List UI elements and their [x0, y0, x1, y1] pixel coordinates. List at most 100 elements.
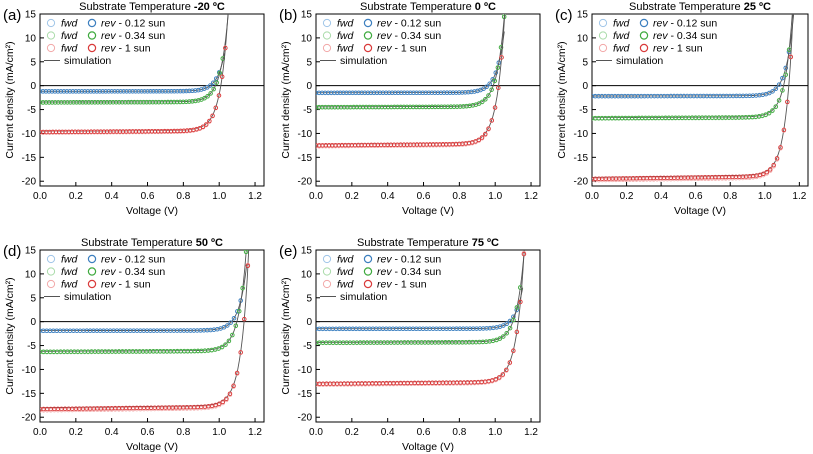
rev-data-point	[417, 104, 422, 110]
rev-data-point	[250, 178, 254, 182]
rev-data-point	[46, 100, 52, 105]
rev-data-point	[778, 145, 783, 150]
y-tick-label: -5	[579, 105, 588, 116]
rev-data-point	[168, 99, 174, 105]
rev-data-point	[492, 78, 498, 84]
rev-data-point	[223, 45, 228, 51]
y-tick-label: 10	[25, 33, 37, 44]
plot-frame	[315, 249, 541, 423]
rev-data-point	[100, 89, 105, 94]
rev-data-point	[187, 99, 192, 104]
rev-data-point	[217, 70, 222, 76]
rev-data-point	[225, 323, 230, 328]
rev-data-point	[451, 104, 457, 109]
y-tick-label: -20	[298, 413, 313, 424]
y-tick-label: 0	[306, 317, 312, 328]
x-tick-label: 0.4	[654, 191, 668, 202]
y-tick-label: 5	[582, 57, 588, 68]
rev-data-point	[414, 90, 419, 95]
legend-fwd-marker	[322, 279, 332, 289]
rev-data-point	[438, 90, 444, 95]
rev-data-point	[231, 315, 237, 321]
rev-data-point	[365, 90, 371, 96]
legend-rev-label: rev - 0.34 sun	[377, 266, 441, 278]
y-tick-label: 0	[30, 317, 36, 328]
legend-rev-label: rev - 0.34 sun	[101, 30, 165, 42]
legend-rev-label: rev - 1 sun	[377, 43, 427, 55]
panel-letter: (e)	[279, 243, 297, 260]
rev-data-point	[187, 88, 192, 94]
rev-data-point	[507, 325, 513, 331]
x-tick-label: 0.8	[723, 191, 737, 202]
rev-data-point	[227, 3, 231, 7]
title-temperature: 25 ºC	[744, 1, 771, 13]
rev-data-point	[432, 104, 438, 110]
legend-sun-text: - 0.12 sun	[668, 18, 718, 30]
rev-data-point	[211, 86, 216, 92]
rev-data-point	[407, 104, 413, 110]
rev-data-point	[487, 81, 492, 87]
panel-title: Substrate Temperature 25 ºC	[629, 1, 771, 13]
panel-letter: (d)	[3, 243, 21, 260]
legend-simulation-label: simulation	[616, 55, 663, 67]
rev-data-point	[489, 87, 494, 92]
y-tick-label: 10	[25, 269, 37, 280]
x-tick-label: 1.2	[524, 191, 538, 202]
rev-data-point	[328, 90, 334, 96]
rev-data-point	[220, 399, 226, 405]
rev-data-point	[332, 90, 337, 96]
rev-data-point	[362, 90, 367, 96]
rev-data-point	[61, 89, 67, 94]
rev-data-point	[788, 54, 794, 60]
rev-data-point	[253, 40, 257, 44]
rev-data-point	[386, 90, 392, 96]
legend-rev-label: rev - 0.12 sun	[377, 254, 441, 266]
rev-data-point	[124, 89, 129, 94]
rev-data-point	[411, 90, 416, 95]
fwd-data-point	[250, 176, 254, 180]
rev-data-point	[142, 89, 147, 94]
legend-rev-word: rev	[377, 266, 392, 278]
rev-data-point	[454, 104, 460, 109]
rev-data-point	[129, 99, 134, 105]
rev-data-point	[486, 126, 491, 131]
x-axis-label: Voltage (V)	[674, 205, 726, 217]
rev-data-point	[76, 89, 82, 94]
rev-data-point	[56, 100, 61, 105]
legend-sun-text: - 1 sun	[116, 279, 151, 291]
legend-fwd-marker	[598, 43, 608, 53]
rev-data-point	[345, 104, 350, 110]
rev-data-point	[341, 104, 347, 110]
y-tick-label: 10	[577, 33, 589, 44]
legend-fwd-label: fwd	[337, 43, 355, 55]
panel-title: Substrate Temperature 50 ºC	[81, 237, 223, 249]
rev-data-point	[350, 90, 355, 96]
y-tick-label: 5	[306, 293, 312, 304]
title-temperature: 50 ºC	[196, 237, 223, 249]
rev-data-point	[423, 90, 428, 95]
x-tick-label: 0.6	[141, 427, 155, 438]
rev-data-point	[395, 104, 400, 110]
rev-data-point	[193, 98, 198, 104]
rev-data-point	[141, 99, 146, 105]
rev-data-point	[338, 90, 343, 96]
rev-data-point	[171, 99, 177, 105]
rev-data-point	[216, 401, 222, 407]
x-tick-label: 0.0	[33, 191, 47, 202]
legend-rev-marker	[87, 31, 97, 40]
x-tick-label: 0.4	[105, 191, 119, 202]
x-tick-label: 0.2	[345, 427, 359, 438]
rev-data-point	[504, 367, 509, 373]
rev-data-point	[145, 89, 150, 94]
rev-data-point	[70, 89, 76, 94]
rev-data-point	[472, 89, 477, 94]
rev-data-point	[521, 251, 527, 257]
rev-data-point	[207, 118, 212, 124]
legend-fwd-label: fwd	[337, 254, 355, 266]
rev-data-point	[780, 75, 785, 81]
legend-rev-label: rev - 1 sun	[377, 279, 427, 291]
rev-data-point	[320, 104, 325, 110]
rev-data-point	[40, 89, 46, 94]
panel-letter: (c)	[555, 7, 573, 24]
